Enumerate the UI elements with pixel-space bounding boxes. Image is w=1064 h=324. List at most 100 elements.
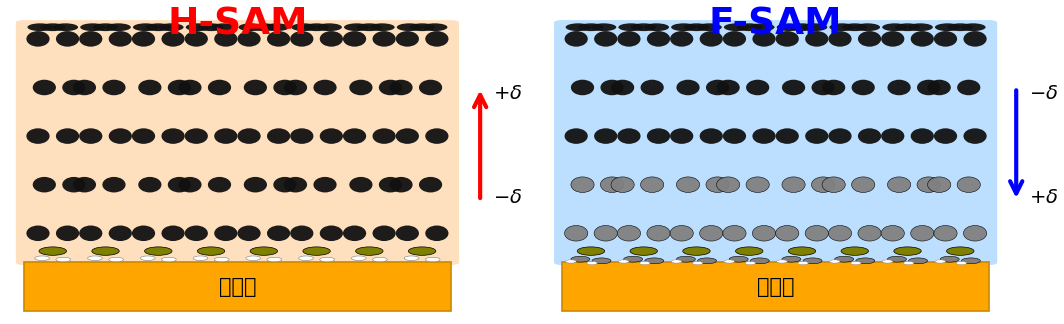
Circle shape: [320, 257, 334, 262]
Circle shape: [894, 247, 921, 255]
Ellipse shape: [716, 177, 739, 192]
Circle shape: [92, 247, 119, 255]
Circle shape: [882, 260, 893, 263]
Circle shape: [211, 23, 236, 31]
Circle shape: [957, 261, 966, 265]
Ellipse shape: [185, 128, 207, 144]
Ellipse shape: [858, 128, 881, 144]
Circle shape: [683, 247, 710, 255]
Ellipse shape: [72, 80, 96, 95]
Ellipse shape: [858, 31, 881, 47]
Circle shape: [198, 23, 223, 31]
Ellipse shape: [79, 128, 102, 144]
Ellipse shape: [426, 226, 449, 241]
Ellipse shape: [237, 31, 261, 47]
Circle shape: [404, 256, 419, 260]
Ellipse shape: [214, 31, 237, 47]
Ellipse shape: [600, 80, 624, 95]
Ellipse shape: [677, 80, 700, 95]
Circle shape: [267, 257, 282, 262]
Ellipse shape: [343, 31, 366, 47]
Ellipse shape: [670, 128, 694, 144]
Circle shape: [426, 257, 440, 262]
Circle shape: [372, 257, 387, 262]
Circle shape: [351, 256, 366, 260]
Circle shape: [35, 256, 50, 260]
Circle shape: [698, 258, 716, 264]
Ellipse shape: [267, 31, 290, 47]
Circle shape: [238, 23, 264, 31]
Circle shape: [186, 23, 211, 31]
Circle shape: [782, 256, 801, 262]
Circle shape: [56, 257, 70, 262]
Ellipse shape: [812, 80, 835, 95]
Circle shape: [882, 23, 908, 31]
Circle shape: [292, 23, 317, 31]
Circle shape: [93, 23, 118, 31]
Ellipse shape: [79, 31, 102, 47]
Circle shape: [80, 23, 105, 31]
Ellipse shape: [647, 226, 670, 241]
Ellipse shape: [917, 80, 941, 95]
Ellipse shape: [958, 80, 980, 95]
Ellipse shape: [267, 128, 290, 144]
Ellipse shape: [851, 177, 875, 192]
Ellipse shape: [928, 80, 951, 95]
Ellipse shape: [207, 80, 231, 95]
Ellipse shape: [911, 128, 934, 144]
Circle shape: [777, 23, 802, 31]
Ellipse shape: [752, 128, 776, 144]
Circle shape: [798, 261, 809, 265]
Circle shape: [671, 260, 682, 263]
Text: $-\delta$: $-\delta$: [1029, 85, 1059, 103]
Circle shape: [197, 247, 225, 255]
Ellipse shape: [670, 31, 694, 47]
Ellipse shape: [33, 177, 56, 192]
Ellipse shape: [426, 128, 449, 144]
Ellipse shape: [600, 177, 624, 192]
Ellipse shape: [372, 128, 396, 144]
Ellipse shape: [647, 31, 670, 47]
Ellipse shape: [776, 128, 799, 144]
Circle shape: [303, 247, 330, 255]
Ellipse shape: [389, 177, 413, 192]
Circle shape: [777, 260, 787, 263]
Circle shape: [677, 256, 696, 262]
Circle shape: [789, 23, 815, 31]
Ellipse shape: [372, 31, 396, 47]
Circle shape: [355, 247, 383, 255]
Ellipse shape: [27, 226, 50, 241]
Ellipse shape: [964, 128, 986, 144]
Text: $+\delta$: $+\delta$: [1029, 188, 1059, 207]
Ellipse shape: [138, 80, 162, 95]
Ellipse shape: [700, 128, 722, 144]
Ellipse shape: [812, 177, 835, 192]
Circle shape: [736, 23, 762, 31]
Ellipse shape: [63, 80, 85, 95]
Circle shape: [162, 257, 177, 262]
Ellipse shape: [102, 177, 126, 192]
Ellipse shape: [805, 226, 829, 241]
Circle shape: [842, 23, 867, 31]
Ellipse shape: [56, 128, 79, 144]
FancyBboxPatch shape: [554, 20, 997, 265]
Ellipse shape: [27, 31, 50, 47]
Ellipse shape: [829, 31, 851, 47]
Circle shape: [344, 23, 369, 31]
Ellipse shape: [722, 128, 746, 144]
Circle shape: [803, 258, 822, 264]
Ellipse shape: [617, 128, 641, 144]
Ellipse shape: [343, 226, 366, 241]
Text: H-SAM: H-SAM: [167, 6, 307, 42]
Circle shape: [591, 23, 616, 31]
Circle shape: [193, 256, 207, 260]
Ellipse shape: [611, 80, 634, 95]
Ellipse shape: [389, 80, 413, 95]
Circle shape: [749, 23, 775, 31]
Circle shape: [644, 23, 669, 31]
Ellipse shape: [670, 226, 694, 241]
Ellipse shape: [320, 31, 343, 47]
Ellipse shape: [752, 31, 776, 47]
Circle shape: [618, 23, 644, 31]
Circle shape: [304, 23, 329, 31]
